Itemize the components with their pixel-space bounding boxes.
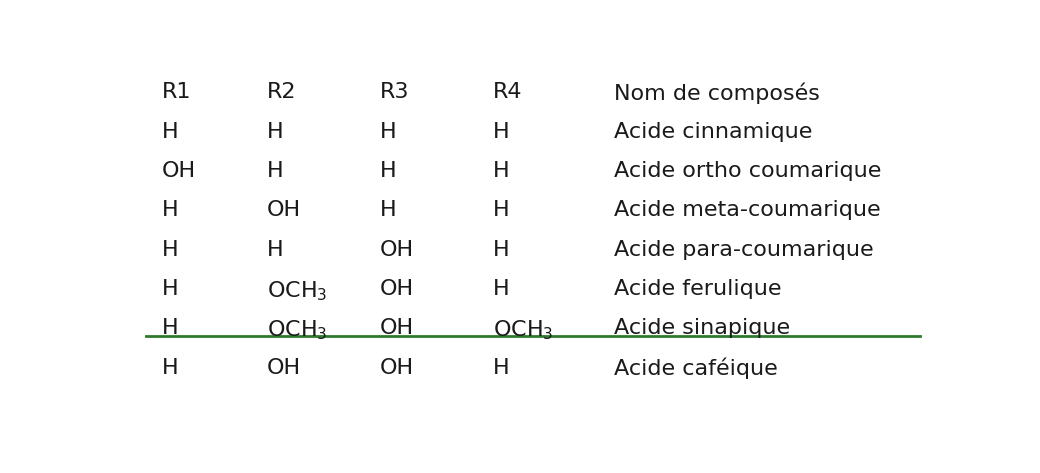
Text: H: H bbox=[162, 122, 179, 141]
Text: Nom de composés: Nom de composés bbox=[614, 82, 820, 104]
Text: OH: OH bbox=[162, 161, 197, 181]
Text: H: H bbox=[380, 200, 396, 220]
Text: OH: OH bbox=[380, 318, 414, 338]
Text: H: H bbox=[493, 240, 510, 260]
Text: H: H bbox=[493, 358, 510, 377]
Text: H: H bbox=[493, 161, 510, 181]
Text: OH: OH bbox=[380, 279, 414, 299]
Text: R4: R4 bbox=[493, 82, 522, 102]
Text: R1: R1 bbox=[162, 82, 191, 102]
Text: H: H bbox=[162, 240, 179, 260]
Text: H: H bbox=[493, 279, 510, 299]
Text: R3: R3 bbox=[380, 82, 410, 102]
Text: H: H bbox=[267, 240, 284, 260]
Text: H: H bbox=[267, 122, 284, 141]
Text: Acide meta-coumarique: Acide meta-coumarique bbox=[614, 200, 880, 220]
Text: Acide ferulique: Acide ferulique bbox=[614, 279, 781, 299]
Text: H: H bbox=[380, 161, 396, 181]
Text: OH: OH bbox=[380, 240, 414, 260]
Text: H: H bbox=[380, 122, 396, 141]
Text: H: H bbox=[493, 122, 510, 141]
Text: H: H bbox=[162, 200, 179, 220]
Text: H: H bbox=[162, 279, 179, 299]
Text: OH: OH bbox=[267, 200, 302, 220]
Text: $\mathrm{OCH_3}$: $\mathrm{OCH_3}$ bbox=[267, 318, 328, 342]
Text: Acide ortho coumarique: Acide ortho coumarique bbox=[614, 161, 881, 181]
Text: Acide caféique: Acide caféique bbox=[614, 358, 777, 379]
Text: H: H bbox=[267, 161, 284, 181]
Text: $\mathrm{OCH_3}$: $\mathrm{OCH_3}$ bbox=[493, 318, 553, 342]
Text: Acide cinnamique: Acide cinnamique bbox=[614, 122, 812, 141]
Text: H: H bbox=[493, 200, 510, 220]
Text: Acide para-coumarique: Acide para-coumarique bbox=[614, 240, 874, 260]
Text: Acide sinapique: Acide sinapique bbox=[614, 318, 789, 338]
Text: OH: OH bbox=[267, 358, 302, 377]
Text: OH: OH bbox=[380, 358, 414, 377]
Text: R2: R2 bbox=[267, 82, 296, 102]
Text: $\mathrm{OCH_3}$: $\mathrm{OCH_3}$ bbox=[267, 279, 328, 303]
Text: H: H bbox=[162, 358, 179, 377]
Text: H: H bbox=[162, 318, 179, 338]
